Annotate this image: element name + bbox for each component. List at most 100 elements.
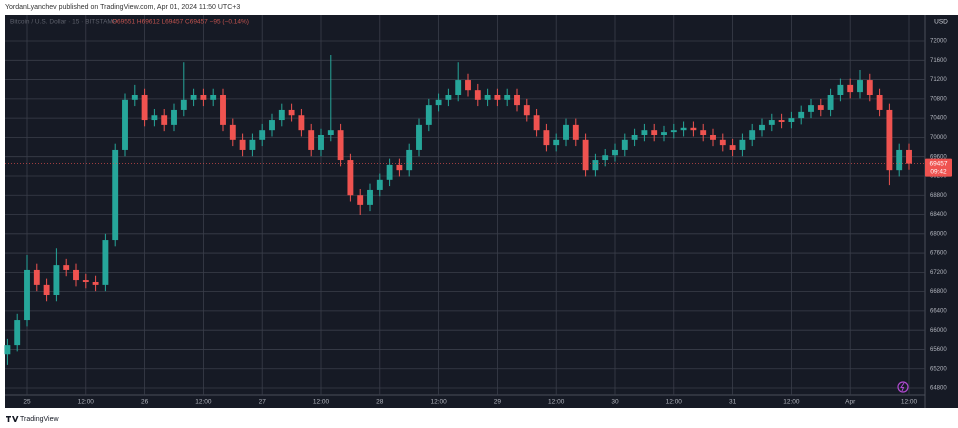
candle-body <box>631 135 638 140</box>
candle-body <box>837 84 844 95</box>
candle-body <box>592 160 599 171</box>
candle-body <box>886 109 893 171</box>
candle-body <box>817 105 824 110</box>
x-tick-label: 12:00 <box>666 399 683 406</box>
candle-body <box>220 95 226 125</box>
candle-body <box>906 149 912 164</box>
candle-body <box>572 124 579 140</box>
candle-body <box>416 124 422 150</box>
x-tick-label: Apr <box>845 399 856 406</box>
candle-body <box>700 130 707 135</box>
y-tick-label: 67200 <box>930 270 947 276</box>
countdown-label: 09:42 <box>930 168 947 175</box>
candle-body <box>327 130 334 135</box>
candle-body <box>425 105 432 125</box>
candle-body <box>190 95 197 100</box>
candle-body <box>73 269 79 281</box>
y-tick-label: 70800 <box>930 96 947 102</box>
candle-body <box>455 80 462 95</box>
candle-body <box>661 132 667 135</box>
candle-body <box>827 95 834 110</box>
x-tick-label: 30 <box>611 399 619 406</box>
candle-body <box>14 320 21 346</box>
candle-body <box>494 95 501 100</box>
candle-body <box>210 95 217 100</box>
alert-icon[interactable] <box>897 381 909 393</box>
header: YordanLyanchev published on TradingView.… <box>5 4 240 11</box>
x-tick-label: 12:00 <box>548 399 565 406</box>
candle-body <box>259 130 266 140</box>
candle-body <box>641 130 648 135</box>
candles <box>4 55 925 365</box>
candle-body <box>602 155 609 161</box>
candle-body <box>514 95 520 106</box>
candle-body <box>768 120 775 125</box>
candle-body <box>651 130 658 135</box>
candle-body <box>112 149 119 241</box>
candle-body <box>229 124 236 140</box>
candle-body <box>239 139 246 150</box>
candle-body <box>337 130 344 161</box>
x-tick-label: 12:00 <box>430 399 447 406</box>
y-tick-label: 68800 <box>930 193 947 199</box>
candle-body <box>396 164 403 171</box>
y-tick-label: 65200 <box>930 366 947 372</box>
x-tick-label: 27 <box>259 399 267 406</box>
candle-body <box>523 105 530 116</box>
last-price-label: 69457 <box>929 160 947 167</box>
candle-body <box>759 124 765 131</box>
x-tick-label: 12:00 <box>78 399 95 406</box>
candle-body <box>249 139 256 150</box>
candle-body <box>582 139 589 171</box>
candle-body <box>543 130 550 146</box>
candle-body <box>484 95 491 100</box>
candle-body <box>53 265 60 295</box>
y-tick-label: 70400 <box>930 116 947 122</box>
candle-body <box>318 135 324 150</box>
candle-body <box>308 130 315 150</box>
y-tick-label: 65600 <box>930 347 947 353</box>
candle-body <box>131 95 138 100</box>
y-tick-label: 66400 <box>930 308 947 314</box>
footer: TradingView <box>20 416 59 423</box>
x-tick-label: 25 <box>23 399 31 406</box>
candle-body <box>612 149 618 156</box>
candle-body <box>808 105 814 112</box>
candle-body <box>504 95 511 100</box>
candle-body <box>778 120 785 122</box>
candle-body <box>896 149 903 171</box>
candle-body <box>24 269 30 321</box>
candle-body <box>719 139 726 146</box>
candle-body <box>435 99 442 106</box>
candle-body <box>847 84 854 93</box>
labels: 64800 65200 65600 66000 66400 66800 67200 67600… <box>23 39 952 406</box>
candle-body <box>621 139 628 150</box>
candle-body <box>876 95 883 110</box>
y-tick-label: 70000 <box>930 135 947 141</box>
candle-body <box>680 127 687 131</box>
candle-body <box>739 139 746 150</box>
symbol-legend: Bitcoin / U.S. Dollar · 15 · BITSTAMP <box>10 19 117 26</box>
ohlc-legend: O69551 H69612 L69457 C69457 −95 (−0.14%) <box>112 19 249 26</box>
candle-body <box>102 240 109 285</box>
candle-body <box>445 95 452 100</box>
candle-body <box>857 80 863 93</box>
candle-body <box>386 164 393 180</box>
candle-body <box>670 130 677 133</box>
candle-body <box>122 99 128 150</box>
y-tick-label: 71200 <box>930 77 947 83</box>
candle-body <box>788 118 795 122</box>
candle-body <box>866 80 873 95</box>
plot-background <box>5 15 925 408</box>
y-tick-label: 66800 <box>930 289 947 295</box>
candle-body <box>269 120 275 131</box>
candle-body <box>367 189 373 205</box>
candle-body <box>200 95 207 100</box>
candle-body <box>406 149 413 171</box>
y-tick-label: 67600 <box>930 251 947 257</box>
candle-body <box>141 95 148 121</box>
candle-body <box>63 265 70 270</box>
y-tick-label: 68400 <box>930 212 947 218</box>
price-axis-background <box>925 15 958 408</box>
candle-body <box>43 284 50 295</box>
